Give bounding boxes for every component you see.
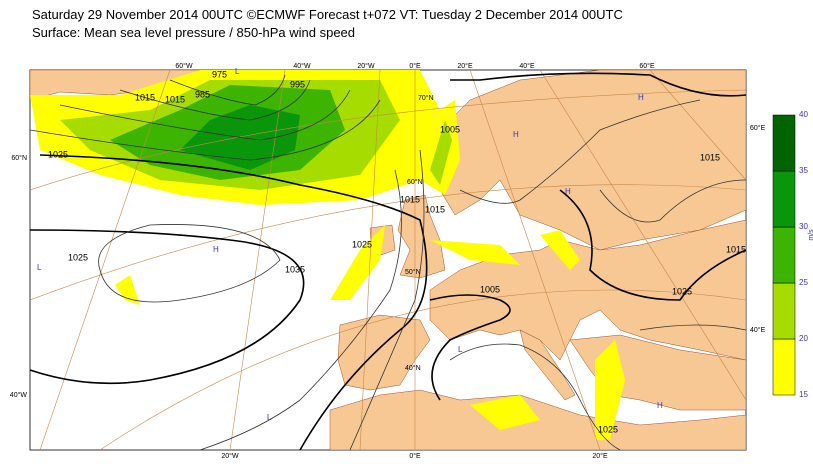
pressure-center: L: [267, 413, 272, 422]
graticule-label: 40°N: [405, 364, 421, 372]
graticule-label: 60°N: [11, 154, 27, 162]
isobar: [449, 324, 746, 450]
iberia: [337, 314, 431, 391]
colorbar-label: 20: [799, 334, 808, 343]
pressure-center: H: [213, 245, 219, 254]
colorbar-band: [772, 338, 796, 396]
colorbar: 15 20 25 30 35 40 m/s: [772, 110, 813, 399]
wind-area: [595, 340, 625, 440]
pressure-center: L: [458, 345, 463, 354]
isobar-label: 1025: [48, 149, 68, 159]
graticule-label: 40°E: [519, 62, 535, 70]
graticule-label: 60°E: [639, 62, 655, 70]
graticule-label: 60°W: [175, 62, 193, 70]
colorbar-band: [772, 282, 796, 340]
graticule-label: 20°W: [357, 62, 375, 70]
isobar-label: 1035: [285, 264, 305, 274]
colorbar-label: 15: [799, 390, 808, 399]
colorbar-label: 35: [799, 166, 808, 175]
graticule-label: 20°E: [457, 62, 473, 70]
colorbar-label: 40: [799, 110, 808, 119]
pressure-center: H: [638, 93, 644, 102]
colorbar-band: [772, 170, 796, 228]
pressure-center: H: [513, 130, 519, 139]
graticule-label: 50°N: [405, 268, 421, 276]
colorbar-label: 25: [799, 278, 808, 287]
pressure-center: L: [37, 263, 42, 272]
isobar: [30, 229, 305, 385]
graticule-label: 60°N: [407, 178, 423, 186]
isobar-label: 1005: [440, 124, 460, 134]
graticule-label: 40°E: [750, 326, 766, 334]
colorbar-band: [772, 114, 796, 172]
isobar-label: 1015: [726, 244, 746, 254]
isobar-label: 1025: [68, 252, 88, 262]
title: Saturday 29 November 2014 00UTC ©ECMWF F…: [32, 7, 623, 22]
colorbar-label: 30: [799, 222, 808, 231]
isobar: [429, 294, 511, 401]
graticule-label: 70°N: [418, 94, 434, 102]
isobar: [30, 74, 381, 161]
graticule-label: 60°E: [750, 124, 766, 132]
wind-area: [540, 230, 580, 270]
wind-area: [430, 120, 452, 185]
isobar-label: 1025: [672, 286, 692, 296]
graticule-label: 0°E: [409, 452, 421, 460]
isobar: [199, 149, 425, 450]
isobar-label: 985: [195, 89, 210, 99]
isobar-label: 1015: [165, 94, 185, 104]
italy: [519, 329, 576, 401]
isobar-label: 995: [290, 79, 305, 89]
isobar: [450, 72, 746, 301]
pressure-center: L: [235, 67, 240, 76]
graticule-label: 20°E: [592, 452, 608, 460]
isobar: [98, 224, 281, 303]
isobar-label: 1015: [425, 204, 445, 214]
isobar: [459, 99, 746, 223]
wind-area: [470, 395, 540, 430]
colorbar-band: [772, 226, 796, 284]
pressure-center: H: [657, 401, 663, 410]
isobar-label: 975: [212, 69, 227, 79]
graticule-label: 0°E: [409, 62, 421, 70]
colorbar-unit: m/s: [808, 229, 813, 241]
graticule-label: 40°W: [10, 391, 28, 399]
subtitle: Surface: Mean sea level pressure / 850-h…: [32, 25, 355, 40]
wind-area: [330, 225, 385, 300]
graticule-label: 20°W: [221, 452, 239, 460]
graticule: [30, 70, 746, 450]
wind-area: [115, 275, 140, 305]
graticule-label: 40°W: [293, 62, 311, 70]
pressure-center: H: [565, 187, 571, 196]
isobar-label: 1005: [480, 284, 500, 294]
isobar-label: 1025: [352, 239, 372, 249]
map: 60°W 40°W 20°W 0°E 20°E 40°E 60°E 20°W 0…: [10, 62, 766, 460]
isobar: [39, 154, 428, 450]
isobar-label: 1015: [700, 152, 720, 162]
isobar-label: 1015: [400, 194, 420, 204]
isobar-label: 1025: [598, 424, 618, 434]
isobar-label: 1015: [135, 92, 155, 102]
wind-area: [430, 240, 520, 265]
